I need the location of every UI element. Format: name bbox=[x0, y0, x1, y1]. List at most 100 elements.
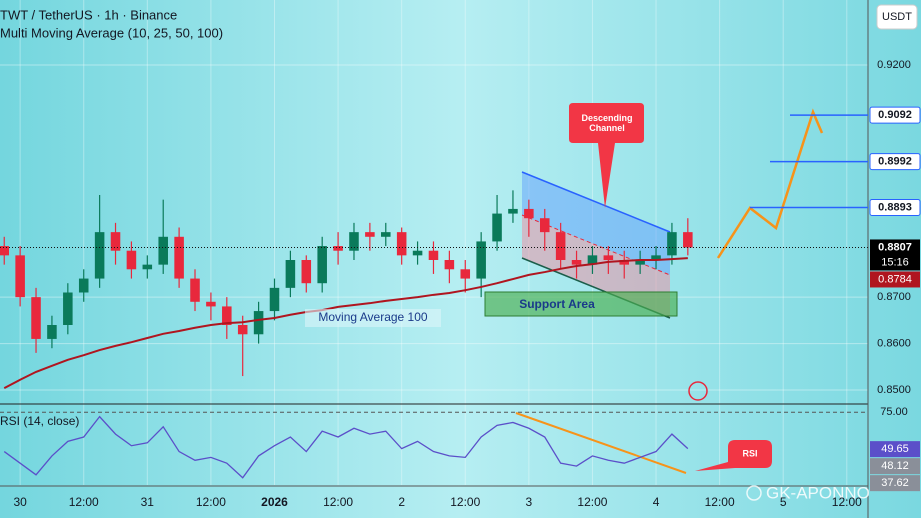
rsi-value-label: 37.62 bbox=[881, 477, 909, 489]
chart-subtitle: Multi Moving Average (10, 25, 50, 100) bbox=[0, 25, 223, 40]
rsi-trendline bbox=[515, 412, 687, 474]
candle-body bbox=[158, 236, 168, 265]
candle-body bbox=[126, 250, 137, 270]
rsi-value-box bbox=[870, 441, 920, 458]
channel-top-line bbox=[521, 171, 671, 233]
price-level-box bbox=[869, 199, 921, 217]
support-label: Support Area bbox=[519, 297, 595, 311]
candle-body bbox=[396, 232, 407, 256]
candle-body bbox=[460, 269, 471, 279]
candle-body bbox=[492, 213, 502, 242]
candle-body bbox=[476, 241, 486, 279]
candle-body bbox=[110, 232, 121, 251]
ma-label: Moving Average 100 bbox=[318, 310, 428, 324]
candle-body bbox=[222, 306, 232, 325]
candle-body bbox=[683, 232, 693, 248]
ma-label-box bbox=[305, 309, 441, 327]
chart-title: TWT / TetherUS · 1h · Binance bbox=[0, 7, 177, 22]
ma-price-label: 0.8784 bbox=[878, 273, 912, 285]
alert-icon bbox=[688, 381, 708, 401]
candle-body bbox=[47, 325, 57, 339]
candle-body bbox=[174, 236, 184, 279]
price-level-label: 0.9092 bbox=[878, 109, 912, 121]
rsi-value-label: 49.65 bbox=[881, 443, 909, 455]
price-level-label: 0.8992 bbox=[878, 155, 912, 167]
x-tick-label: 30 bbox=[13, 495, 27, 509]
support-area bbox=[484, 291, 678, 317]
candle-body bbox=[587, 255, 598, 265]
unit-label: USDT bbox=[882, 11, 912, 23]
rsi-value-box bbox=[870, 458, 920, 475]
channel-callout-text: Descending Channel bbox=[581, 113, 633, 133]
projection-arrow bbox=[716, 108, 824, 259]
x-tick-label: 31 bbox=[141, 495, 155, 509]
candle-body bbox=[635, 260, 645, 265]
candle-body bbox=[190, 278, 200, 302]
x-tick-label: 2 bbox=[398, 495, 405, 509]
candle-body bbox=[333, 246, 343, 251]
candle-body bbox=[539, 218, 550, 233]
watermark-icon bbox=[746, 485, 762, 501]
candle-body bbox=[571, 260, 582, 265]
x-tick-label: 4 bbox=[653, 495, 660, 509]
candle-body bbox=[142, 264, 153, 270]
moving-average-line bbox=[3, 257, 688, 390]
candle-body bbox=[237, 325, 248, 335]
rsi-value-box bbox=[870, 475, 920, 492]
candle-body bbox=[206, 301, 216, 307]
candle-body bbox=[0, 246, 10, 256]
y-tick-label: 0.8700 bbox=[877, 291, 911, 303]
rsi-title: RSI (14, close) bbox=[0, 414, 79, 428]
candle-body bbox=[63, 292, 73, 325]
price-level-box bbox=[869, 106, 921, 124]
candle-body bbox=[555, 232, 566, 260]
x-tick-label: 12:00 bbox=[196, 495, 226, 509]
watermark: GK-APONNO bbox=[766, 483, 870, 502]
candle-body bbox=[15, 255, 25, 298]
candle-body bbox=[524, 208, 534, 219]
x-tick-label: 5 bbox=[780, 495, 787, 509]
channel-callout bbox=[569, 103, 644, 208]
candle-body bbox=[667, 232, 677, 256]
candle-body bbox=[619, 260, 630, 265]
rsi-callout-text: RSI bbox=[742, 448, 757, 458]
candle-body bbox=[444, 260, 455, 270]
candle-body bbox=[269, 287, 280, 312]
candle-body bbox=[412, 250, 423, 256]
x-tick-label: 12:00 bbox=[577, 495, 607, 509]
candle-body bbox=[651, 255, 661, 260]
countdown: 15:16 bbox=[881, 256, 909, 268]
rsi-tick-label: 75.00 bbox=[880, 406, 908, 418]
candle-body bbox=[428, 250, 439, 260]
candle-body bbox=[301, 260, 312, 284]
candle-body bbox=[508, 208, 518, 214]
price-level-label: 0.8893 bbox=[878, 201, 912, 213]
x-tick-label: 12:00 bbox=[705, 495, 735, 509]
channel-mid-line bbox=[521, 214, 671, 276]
candle-body bbox=[365, 232, 375, 237]
candle-body bbox=[285, 260, 296, 288]
candle-body bbox=[31, 297, 41, 339]
candle-body bbox=[317, 246, 327, 284]
x-tick-label: 2026 bbox=[261, 495, 288, 509]
rsi-callout bbox=[695, 440, 772, 471]
current-price-box bbox=[870, 239, 920, 271]
price-level-box bbox=[869, 153, 921, 171]
candle-body bbox=[94, 232, 105, 279]
x-tick-label: 3 bbox=[526, 495, 533, 509]
ma-price-box bbox=[870, 271, 920, 288]
candle-body bbox=[603, 255, 614, 260]
y-tick-label: 0.8500 bbox=[877, 384, 911, 396]
x-tick-label: 12:00 bbox=[832, 495, 862, 509]
candle-body bbox=[349, 232, 359, 251]
y-tick-label: 0.8600 bbox=[877, 337, 911, 349]
candle-body bbox=[381, 232, 391, 237]
rsi-line bbox=[3, 415, 689, 479]
channel-upper bbox=[522, 172, 670, 275]
y-tick-label: 0.9200 bbox=[877, 59, 911, 71]
x-tick-label: 12:00 bbox=[450, 495, 480, 509]
x-tick-label: 12:00 bbox=[323, 495, 353, 509]
